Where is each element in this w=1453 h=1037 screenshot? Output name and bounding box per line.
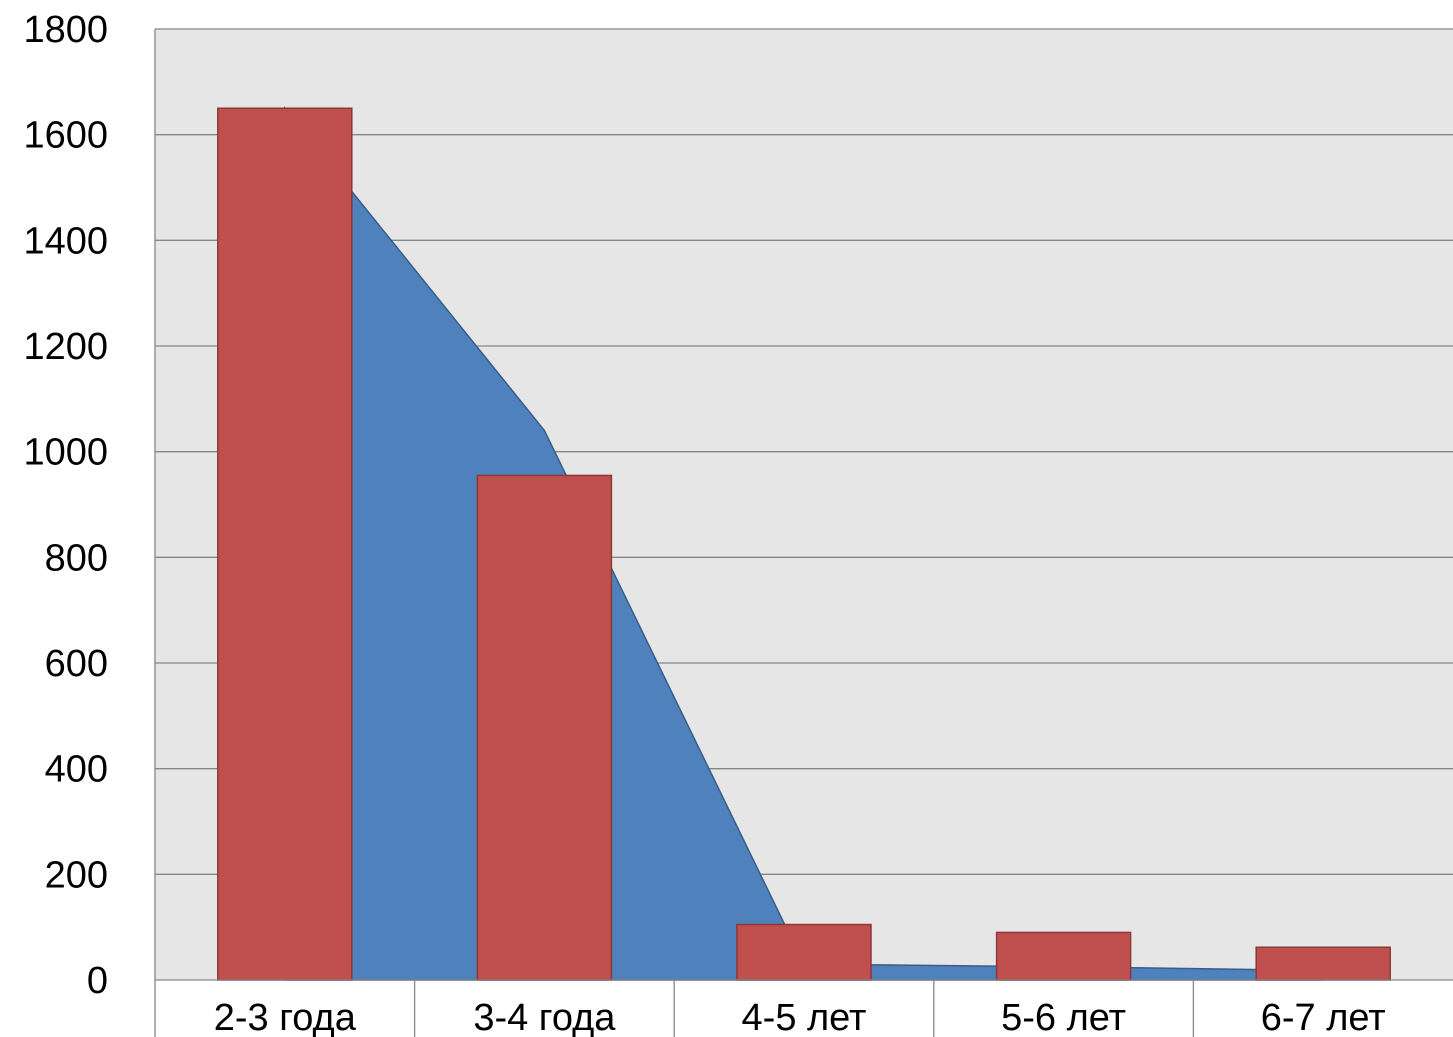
axes	[154, 29, 1453, 1037]
x-category-label: 3-4 года	[473, 997, 616, 1037]
bar-1	[217, 107, 353, 981]
x-category-label: 2-3 года	[214, 997, 357, 1037]
x-category-label: 6-7 лет	[1261, 997, 1386, 1037]
y-tick-label: 600	[45, 643, 108, 685]
x-category-label: 5-6 лет	[1001, 997, 1126, 1037]
y-tick-label: 1800	[23, 9, 108, 51]
y-tick-label: 1400	[23, 220, 108, 262]
bar-series	[217, 107, 1391, 981]
bar-4	[995, 931, 1132, 981]
y-tick-label: 1200	[23, 326, 108, 368]
bar-5	[1255, 946, 1391, 981]
y-tick-label: 0	[87, 960, 108, 1002]
x-category-label: 4-5 лет	[742, 997, 867, 1037]
bar-2	[476, 474, 613, 981]
y-tick-label: 1000	[23, 432, 108, 474]
x-category-labels: 2-3 года 3-4 года 4-5 лет 5-6 лет 6-7 лет	[214, 997, 1386, 1037]
y-tick-label: 1600	[23, 115, 108, 157]
y-tick-label: 200	[45, 854, 108, 896]
y-tick-label: 400	[45, 749, 108, 791]
y-tick-labels: 0 200 400 600 800 1000 1200 1400 1600 1800	[23, 9, 108, 1002]
bar-3	[736, 923, 872, 981]
y-tick-label: 800	[45, 537, 108, 579]
